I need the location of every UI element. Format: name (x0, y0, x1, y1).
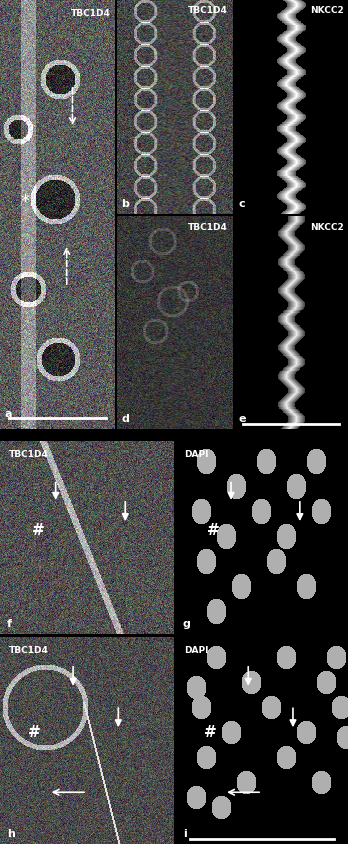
Text: b: b (121, 198, 129, 208)
Text: h: h (7, 828, 15, 838)
Text: d: d (121, 413, 129, 423)
Text: NKCC2: NKCC2 (310, 223, 343, 232)
Text: g: g (183, 619, 191, 629)
Text: c: c (239, 198, 245, 208)
Text: f: f (7, 619, 12, 629)
Text: i: i (183, 828, 187, 838)
Text: DAPI: DAPI (184, 646, 209, 654)
Text: TBC1D4: TBC1D4 (9, 646, 49, 654)
Text: a: a (5, 408, 12, 419)
Text: #: # (204, 724, 217, 739)
Text: #: # (29, 724, 41, 739)
Text: DAPI: DAPI (184, 449, 209, 458)
Text: e: e (239, 413, 246, 423)
Text: NKCC2: NKCC2 (310, 7, 343, 15)
Text: TBC1D4: TBC1D4 (188, 223, 227, 232)
Text: *: * (21, 193, 30, 211)
Text: TBC1D4: TBC1D4 (9, 449, 49, 458)
Text: #: # (32, 522, 45, 537)
Text: #: # (207, 522, 220, 537)
Text: TBC1D4: TBC1D4 (188, 7, 227, 15)
Text: TBC1D4: TBC1D4 (71, 8, 110, 18)
